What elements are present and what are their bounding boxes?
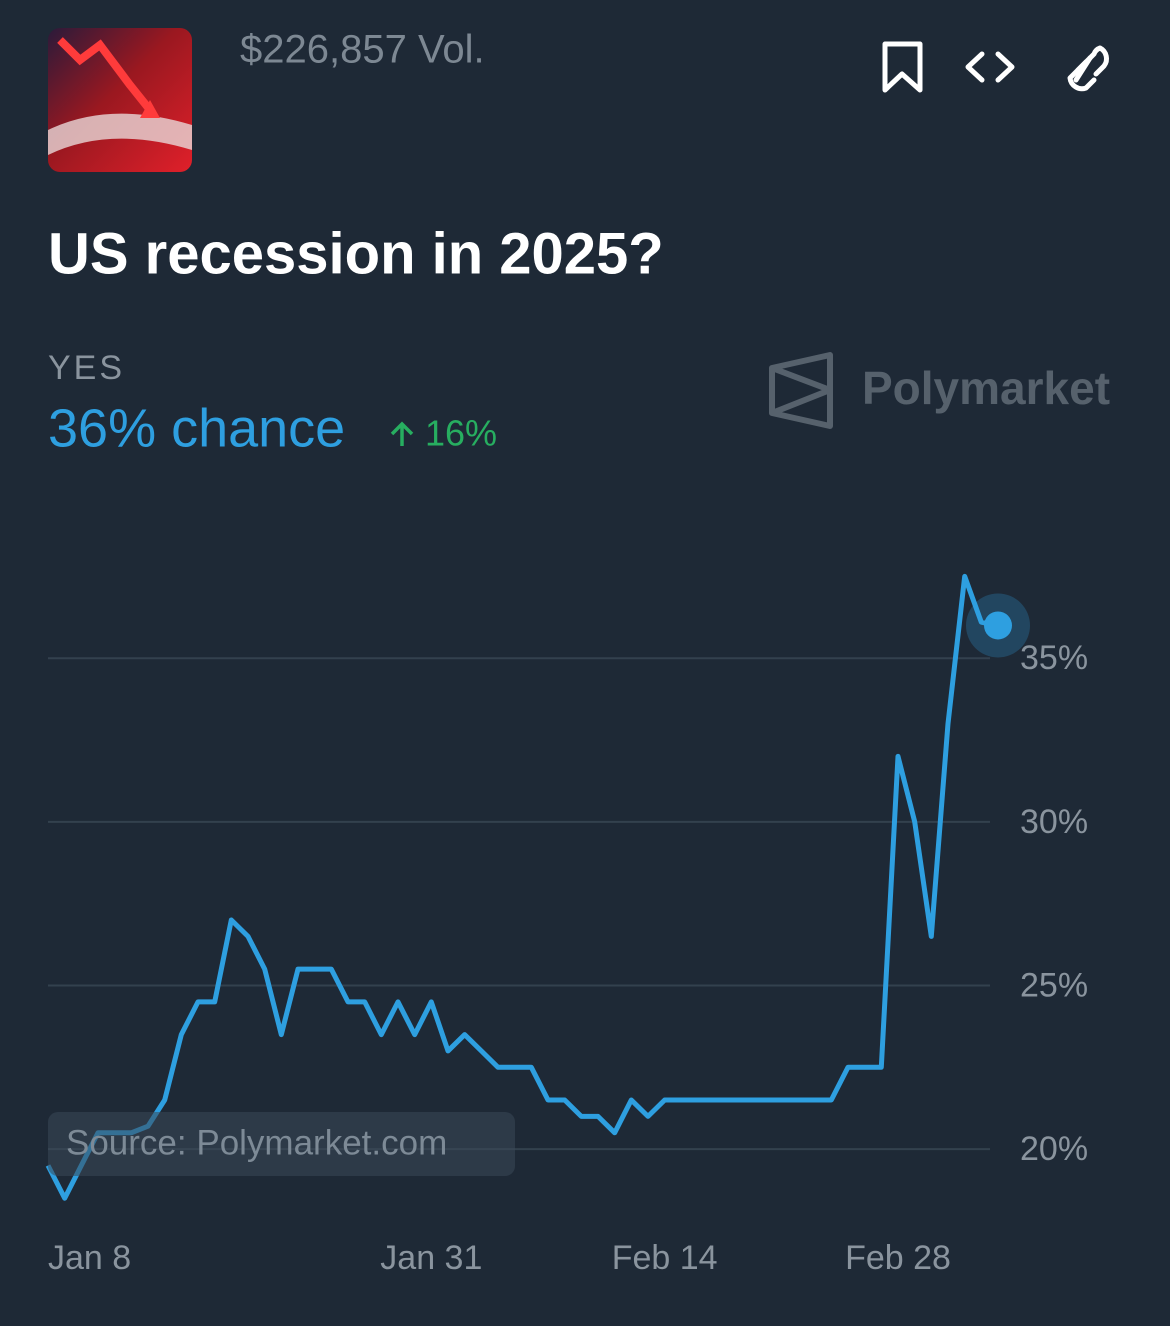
- brand: Polymarket: [862, 362, 1110, 414]
- outcome: YES: [48, 349, 125, 387]
- chance: 36% chance: [48, 398, 345, 458]
- last-point: [984, 611, 1012, 640]
- link-icon[interactable]: [1067, 45, 1109, 92]
- source-box: [48, 1112, 515, 1176]
- change: 16%: [390, 413, 497, 454]
- volume: $226,857 Vol.: [240, 28, 485, 72]
- y-tick-label: 30%: [1020, 803, 1088, 841]
- actions: [882, 41, 1109, 93]
- y-tick-label: 25%: [1020, 966, 1088, 1004]
- embed-icon[interactable]: [965, 51, 1015, 83]
- x-tick-label: Jan 8: [48, 1239, 131, 1277]
- x-tick-label: Feb 14: [612, 1239, 718, 1277]
- price-line: [45, 573, 999, 1201]
- brand-logo: Polymarket: [769, 352, 1110, 429]
- market-title: US recession in 2025?: [48, 221, 664, 286]
- change-value: 16%: [425, 413, 497, 454]
- y-tick-label: 35%: [1020, 639, 1088, 677]
- x-tick-label: Jan 31: [380, 1239, 482, 1277]
- y-tick-label: 20%: [1020, 1130, 1088, 1168]
- x-tick-label: Feb 28: [845, 1239, 951, 1277]
- thumbnail: [48, 28, 192, 172]
- chart: 20% 25% 30% 35% Jan 8 Jan 31 Feb 14 Feb 28 Sourc…: [45, 573, 1088, 1277]
- bookmark-icon[interactable]: [882, 41, 923, 93]
- source: Source: Polymarket.com: [66, 1123, 447, 1162]
